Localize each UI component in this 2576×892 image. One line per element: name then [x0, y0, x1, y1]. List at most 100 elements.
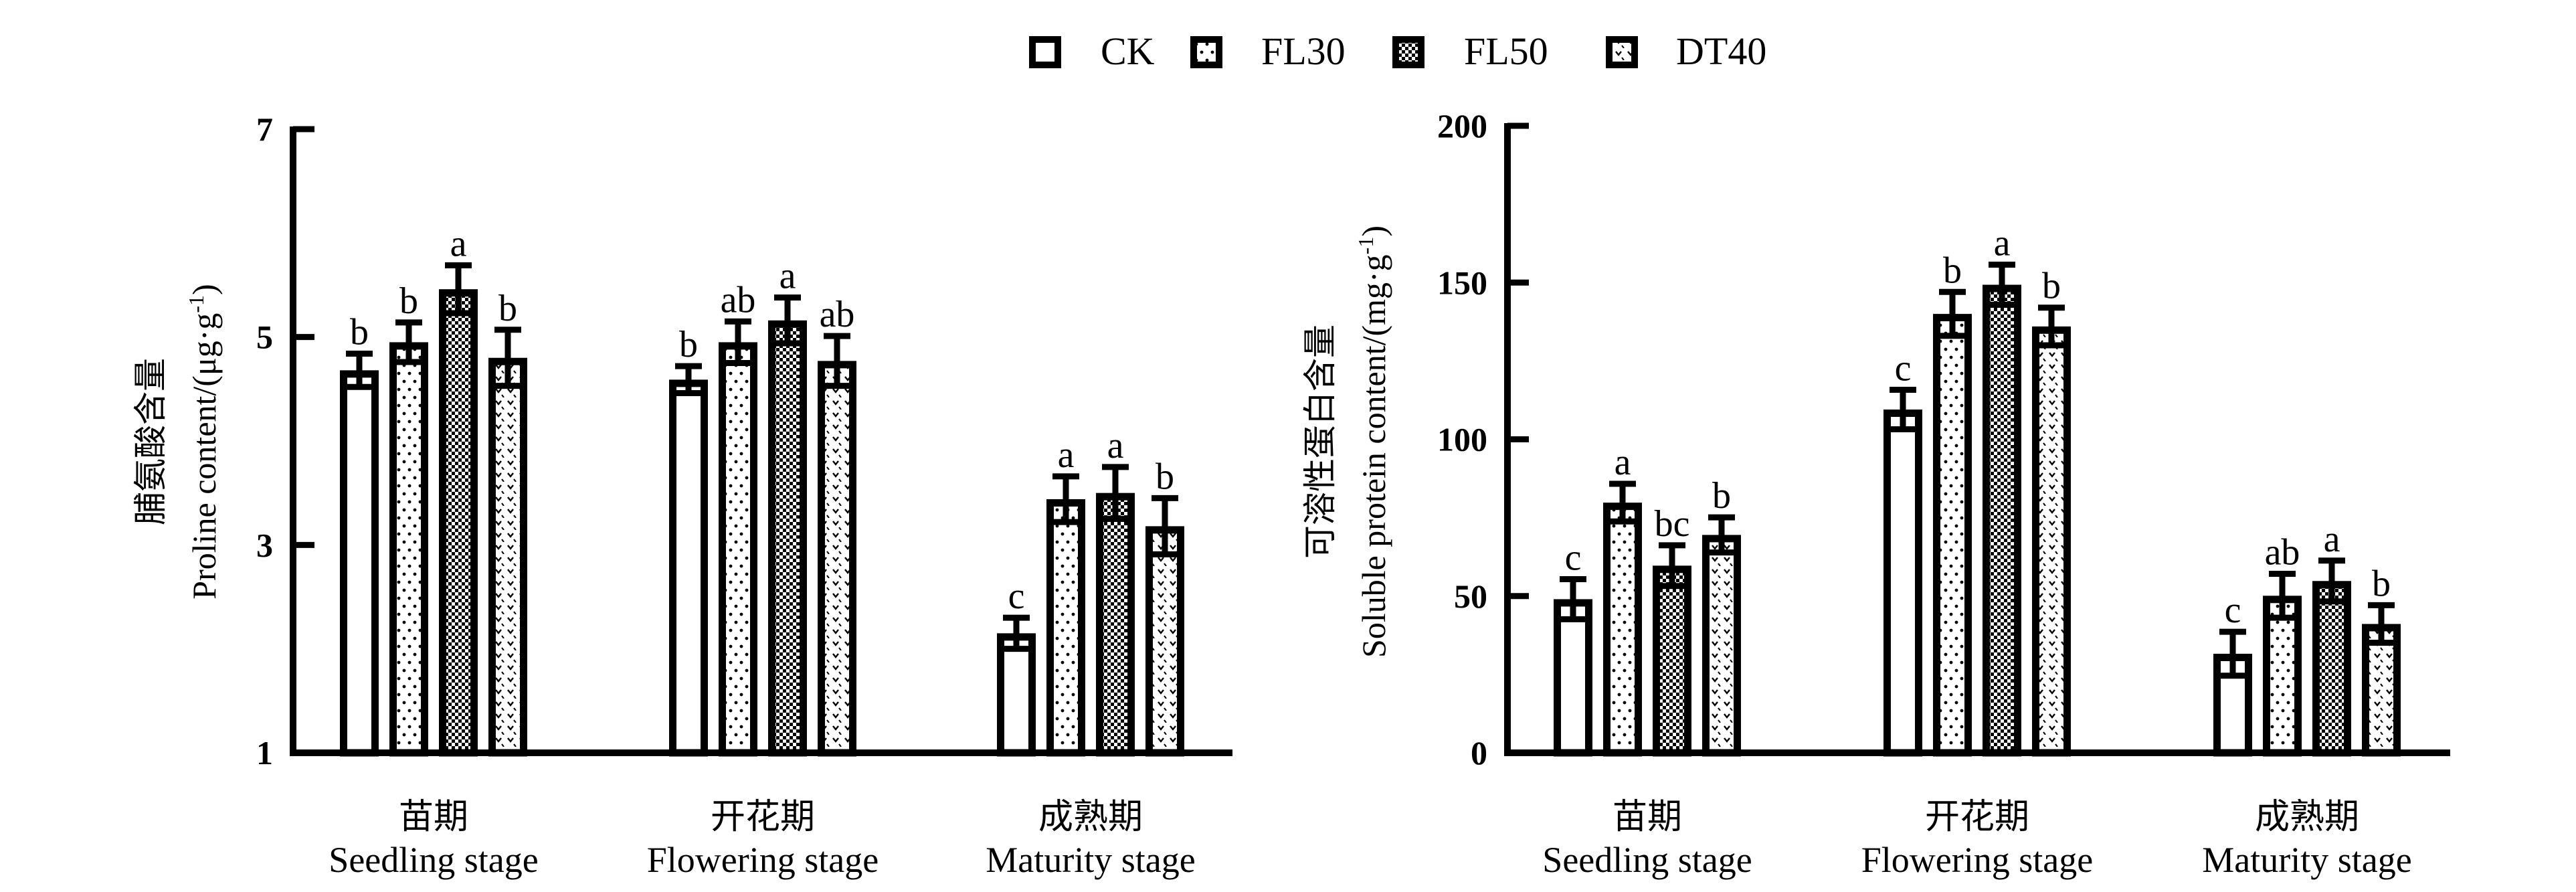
protein-sig-letter-ck-0: c: [1565, 537, 1582, 578]
protein-bar-fl30-1: [1933, 314, 1972, 757]
protein-bar-fl50-1: [1983, 284, 2021, 757]
protein-category-cn-1: 开花期: [1925, 798, 2029, 836]
proline-y-tick-label: 3: [256, 526, 273, 563]
proline-bar-fl30-1: [719, 342, 757, 757]
legend-swatch-dt40: [1606, 36, 1638, 68]
proline-bar-fl50-0: [439, 289, 478, 757]
proline-chart: 脯氨酸含量 Proline content/(μg·g-1) b bcb abaaa…: [132, 110, 1232, 880]
protein-sig-letter-fl30-1: b: [1943, 250, 1962, 291]
proline-sig-letter-fl50-1: a: [779, 256, 796, 297]
proline-y-title-en-sup: -1: [184, 295, 208, 313]
proline-y-tick-label: 5: [256, 319, 273, 356]
proline-error-bar-ck-2: [1003, 614, 1030, 652]
proline-sig-letter-ck-1: b: [679, 324, 698, 365]
legend-item-dt40: DT40: [1606, 29, 1766, 73]
legend-item-fl50: FL50: [1392, 29, 1548, 73]
legend-label-fl30: FL30: [1261, 29, 1346, 73]
protein-y-title-en-close: ): [1355, 226, 1392, 237]
protein-sig-letter-fl50-0: bc: [1655, 503, 1690, 545]
protein-bar-fl50-0: [1653, 565, 1691, 757]
proline-bar-fl30-2: [1046, 499, 1085, 757]
protein-error-bar-fl50-2: [2318, 557, 2345, 605]
legend-item-ck: CK: [1029, 29, 1155, 73]
proline-bar-dt40-1: [818, 361, 856, 757]
proline-y-tick-label: 1: [256, 734, 273, 772]
protein-y-tick-label: 100: [1437, 421, 1487, 458]
proline-sig-letter-fl30-0: b: [399, 280, 418, 322]
proline-sig-letter-dt40-2: b: [1156, 456, 1174, 497]
proline-category-en-1: Flowering stage: [647, 840, 879, 880]
protein-category-cn-2: 成熟期: [2255, 798, 2359, 836]
protein-y-title-en: Soluble protein content/(mg·g-1): [1354, 226, 1392, 658]
proline-error-bar-fl50-2: [1102, 464, 1129, 522]
proline-bar-ck-0: [340, 370, 379, 757]
protein-bar-dt40-0: [1702, 535, 1741, 757]
proline-bar-ck-1: [669, 379, 708, 757]
proline-bar-dt40-0: [488, 357, 527, 757]
proline-sig-letter-fl30-1: ab: [721, 279, 756, 321]
legend-item-fl30: FL30: [1190, 29, 1346, 73]
proline-error-bar-fl30-0: [395, 319, 422, 365]
protein-sig-letter-dt40-1: b: [2042, 266, 2061, 307]
protein-error-bar-fl30-2: [2269, 570, 2296, 621]
protein-sig-letter-ck-2: c: [2225, 590, 2241, 631]
proline-y-axis-title: 脯氨酸含量 Proline content/(μg·g-1): [132, 284, 223, 599]
proline-bar-fl30-0: [389, 342, 428, 757]
protein-bar-fl50-2: [2312, 581, 2351, 757]
protein-y-tick-label: 50: [1454, 577, 1487, 615]
protein-error-bar-dt40-1: [2038, 304, 2065, 349]
proline-error-bar-fl30-1: [725, 318, 751, 366]
legend-label-fl50: FL50: [1464, 29, 1548, 73]
proline-category-en-0: Seedling stage: [329, 840, 538, 880]
protein-bar-dt40-1: [2032, 326, 2071, 757]
legend-swatch-fl50: [1392, 36, 1424, 68]
protein-error-bar-fl30-1: [1939, 288, 1966, 339]
protein-category-en-2: Maturity stage: [2202, 840, 2411, 880]
protein-error-bar-dt40-2: [2368, 602, 2395, 646]
protein-y-title-cn: 可溶性蛋白含量: [1301, 325, 1339, 559]
proline-category-en-2: Maturity stage: [986, 840, 1195, 880]
proline-sig-letter-dt40-0: b: [498, 288, 517, 329]
protein-sig-letter-fl50-2: a: [2324, 519, 2340, 560]
proline-sig-letter-ck-2: c: [1008, 575, 1025, 617]
proline-bar-dt40-2: [1145, 526, 1184, 757]
protein-y-tick-label: 200: [1437, 107, 1487, 145]
proline-error-bar-fl50-1: [774, 294, 801, 347]
protein-sig-letter-ck-1: c: [1895, 347, 1912, 389]
protein-category-en-0: Seedling stage: [1542, 840, 1752, 880]
proline-error-bar-dt40-2: [1152, 495, 1178, 557]
protein-category-cn-0: 苗期: [1613, 798, 1682, 836]
protein-error-bar-dt40-0: [1708, 514, 1735, 556]
proline-sig-letter-fl50-2: a: [1107, 425, 1124, 466]
protein-bar-fl30-2: [2263, 596, 2302, 757]
protein-sig-letter-dt40-0: b: [1712, 475, 1731, 517]
protein-sig-letter-dt40-2: b: [2372, 563, 2391, 604]
legend-label-ck: CK: [1101, 29, 1155, 73]
protein-sig-letter-fl30-2: ab: [2265, 531, 2300, 573]
proline-error-bar-fl50-0: [445, 262, 472, 317]
proline-sig-letter-fl50-0: a: [450, 223, 467, 264]
proline-sig-letter-ck-0: b: [350, 312, 369, 353]
proline-bar-fl50-1: [768, 320, 807, 757]
proline-category-cn-0: 苗期: [399, 798, 468, 836]
protein-bar-fl30-0: [1603, 503, 1642, 757]
protein-sig-letter-fl30-0: a: [1615, 442, 1631, 483]
protein-error-bar-fl30-0: [1609, 480, 1636, 525]
protein-error-bar-fl50-0: [1659, 542, 1685, 590]
protein-y-axis-title: 可溶性蛋白含量 Soluble protein content/(mg·g-1): [1301, 226, 1392, 658]
protein-error-bar-ck-1: [1890, 386, 1916, 433]
protein-bar-ck-0: [1554, 599, 1592, 757]
proline-error-bar-fl30-2: [1052, 473, 1079, 525]
proline-sig-letter-fl30-2: a: [1058, 434, 1075, 476]
soluble-protein-chart: 可溶性蛋白含量 Soluble protein content/(mg·g-1)…: [1301, 107, 2450, 880]
proline-category-cn-2: 成熟期: [1038, 798, 1143, 836]
protein-y-tick-label: 150: [1437, 264, 1487, 301]
protein-error-bar-fl50-1: [1989, 262, 2015, 308]
proline-error-bar-dt40-1: [824, 333, 850, 389]
proline-y-title-en: Proline content/(μg·g-1): [184, 284, 223, 599]
proline-y-title-en-main: Proline content/(μg·g: [185, 313, 223, 600]
protein-y-title-en-main: Soluble protein content/(mg·g: [1355, 254, 1392, 658]
proline-y-tick-label: 7: [256, 110, 273, 148]
